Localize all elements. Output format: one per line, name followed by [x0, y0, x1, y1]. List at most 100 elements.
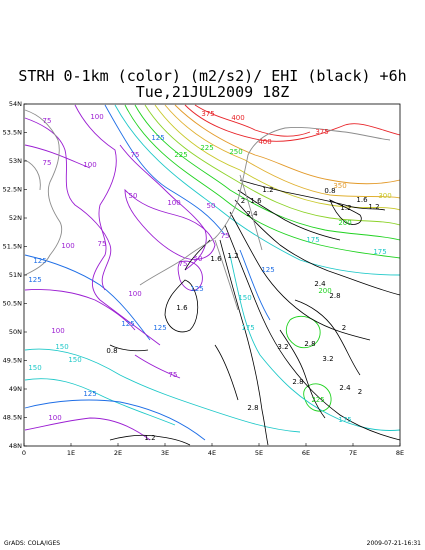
- chart-title-line1: STRH 0-1km (color) (m2/s2)/ EHI (black) …: [18, 67, 407, 85]
- srh-contour-label: 75: [43, 117, 52, 125]
- srh-contour-label: 75: [98, 240, 107, 248]
- srh-contour-label: 150: [238, 294, 251, 302]
- srh-contour-label: 175: [241, 324, 254, 332]
- lat-tick-label: 52.5N: [3, 186, 22, 194]
- srh-contour-label: 150: [68, 356, 81, 364]
- srh-contour-150b: [24, 378, 176, 426]
- srh-contour-label: 175: [373, 248, 386, 256]
- srh-contour-labels: 375 4004003753503002502252252002002251751…: [28, 110, 391, 424]
- srh-contour-label: 125: [261, 266, 274, 274]
- ehi-contour-5: [224, 224, 401, 441]
- srh-contour-label: 50: [194, 255, 203, 263]
- ehi-contour-label: 2.8: [304, 340, 315, 348]
- lat-tick-label: 49.5N: [3, 357, 22, 365]
- lon-tick-label: 6E: [302, 449, 310, 457]
- ehi-contour-label: 2.4: [246, 210, 258, 218]
- srh-contour-label: 100: [51, 327, 64, 335]
- ehi-contour-13: [109, 344, 149, 352]
- srh-contour-label: 225: [200, 144, 213, 152]
- lon-tick-label: 8E: [396, 449, 404, 457]
- ehi-contour-label: 2: [241, 197, 245, 205]
- lat-tick-label: 50.5N: [3, 300, 22, 308]
- ehi-contour-label: 2.8: [247, 404, 258, 412]
- longitude-axis: 0 1E 2E 3E 4E 5E 6E 7E 8E: [22, 443, 404, 457]
- ehi-contour-label: 1.2: [227, 252, 238, 260]
- ehi-contour-14: [109, 434, 191, 446]
- srh-contour-125d: [24, 399, 206, 441]
- ehi-contour-12: [329, 199, 362, 225]
- srh-contour-label: 125: [151, 134, 164, 142]
- footer-timestamp: 2009-07-21-16:31: [366, 540, 421, 547]
- ehi-contour-3: [234, 199, 401, 296]
- plot-frame: [23, 103, 401, 447]
- srh-contour-label: 375: [201, 110, 214, 118]
- ehi-contour-10: [294, 299, 361, 376]
- latitude-axis: 54N 53.5N 53N 52.5N 52N 51.5N 51N 50.5N 50N 49.5N…: [3, 100, 27, 450]
- ehi-contour-label: 2.8: [329, 292, 340, 300]
- lon-tick-label: 3E: [161, 449, 169, 457]
- srh-contour-50b: [177, 260, 203, 291]
- srh-contour-325: [164, 104, 401, 199]
- srh-contour-75: [24, 117, 112, 291]
- border-belgium: [214, 239, 239, 311]
- srh-contour-green-patch: [285, 316, 321, 349]
- srh-contour-125: [24, 254, 151, 341]
- srh-contour-label: 100: [48, 414, 61, 422]
- srh-contour-label: 125: [121, 320, 134, 328]
- chart-title-line2: Tue,21JUL2009 18Z: [135, 83, 290, 101]
- srh-contour-label: 125: [28, 276, 41, 284]
- ehi-contour-4: [229, 211, 371, 341]
- srh-contour-label: 125: [83, 390, 96, 398]
- srh-contour-label: 50: [129, 192, 138, 200]
- srh-contour-label: 400: [258, 138, 271, 146]
- srh-contour-label: 250: [229, 148, 242, 156]
- ehi-contour-label: 0.8: [106, 347, 117, 355]
- srh-contour-100: [74, 104, 161, 346]
- ehi-contour-label: 1.6: [356, 196, 368, 204]
- ehi-contour-1: [239, 179, 386, 211]
- srh-contour-400: [194, 104, 311, 137]
- ehi-contour-label: 2.4: [314, 280, 326, 288]
- srh-contour-275: [144, 104, 401, 226]
- lon-tick-label: 2E: [114, 449, 122, 457]
- srh-contour-50: [124, 188, 216, 260]
- srh-contour-label: 175: [306, 236, 319, 244]
- srh-contour-label: 125: [190, 285, 203, 293]
- ehi-contour-9: [214, 344, 239, 401]
- srh-contour-label: 225: [311, 396, 324, 404]
- footer-credit: GrADS: COLA/IGES: [4, 540, 61, 547]
- srh-contour-150: [24, 348, 301, 433]
- ehi-contour-label: 3.2: [277, 343, 288, 351]
- coastline-continent: [139, 127, 391, 286]
- ehi-contour-label: 1.2: [144, 434, 155, 442]
- srh-contour-label: 150: [55, 343, 68, 351]
- srh-contour-label: 75: [179, 260, 188, 268]
- ehi-contour-label: 1.6: [176, 304, 188, 312]
- srh-contour-225: [124, 104, 401, 259]
- srh-contour-label: 300: [378, 192, 391, 200]
- srh-contour-300: [154, 104, 401, 211]
- ehi-contour-label: 0.8: [324, 187, 335, 195]
- srh-contour-100c: [24, 289, 136, 331]
- srh-contour-label: 100: [128, 290, 141, 298]
- lat-tick-label: 51N: [9, 271, 22, 279]
- srh-contour-label: 225: [174, 151, 187, 159]
- srh-contour-label: 75: [43, 159, 52, 167]
- srh-contour-100d: [24, 417, 151, 441]
- srh-contour-label: 50: [207, 202, 216, 210]
- lat-tick-label: 54N: [9, 100, 22, 108]
- ehi-contour-label: 3.2: [322, 355, 333, 363]
- lat-tick-label: 49N: [9, 385, 22, 393]
- srh-contour-125c: [239, 249, 271, 321]
- lat-tick-label: 53.5N: [3, 129, 22, 137]
- srh-contour-label: 75: [131, 151, 140, 159]
- coastline-east-anglia-inner: [24, 159, 41, 191]
- srh-contour-label: 350: [333, 182, 346, 190]
- srh-contour-label: 100: [83, 161, 96, 169]
- lon-tick-label: 7E: [349, 449, 357, 457]
- ehi-contour-label: 2: [358, 388, 362, 396]
- ehi-contour-label: 1.2: [340, 204, 351, 212]
- srh-contour-350: [174, 104, 401, 185]
- ehi-contours: [109, 179, 401, 446]
- srh-contour-125b: [104, 104, 226, 236]
